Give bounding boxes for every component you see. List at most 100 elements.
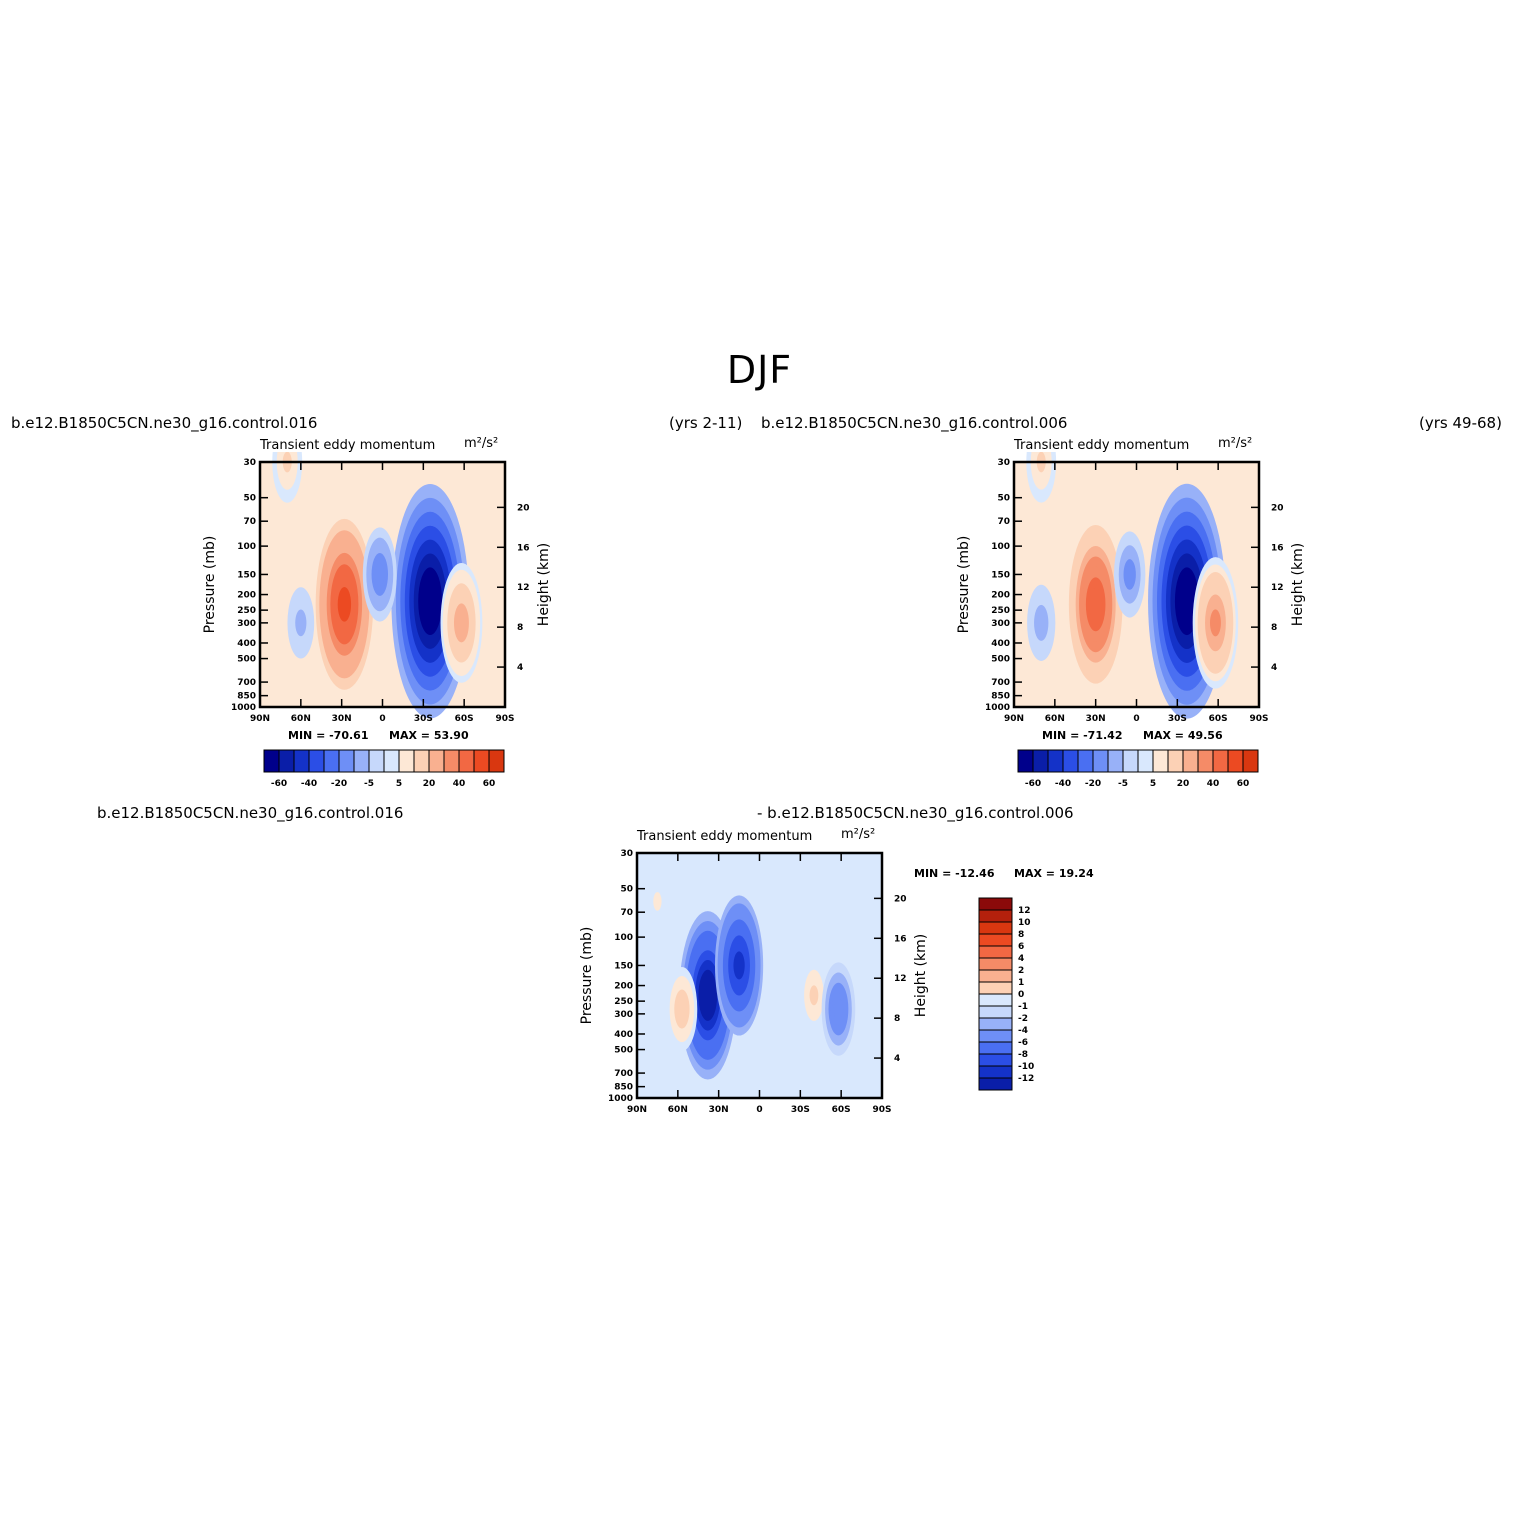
y-right-tick-label: 8 [1271,623,1277,633]
colorbar-swatch [473,749,490,773]
diff-plot-title: Transient eddy momentum [637,829,813,844]
y-tick-label: 200 [237,591,256,601]
colorbar-label: 20 [1177,779,1190,789]
diff-contour-plot: 90N 60N 30N 0 30S 60S 90S 30 50 70 100 150 200 250 300… [579,849,929,1115]
colorbar-swatch [978,1053,1013,1067]
y-axis-label: Pressure (mb) [956,536,972,634]
colorbar-label: -60 [1025,779,1041,789]
colorbar-label: -20 [331,779,347,789]
colorbar-label: -6 [1018,1038,1028,1048]
y-right-tick-label: 16 [1271,543,1284,553]
x-tick-label: 90N [250,714,270,724]
x-tick-label: 60N [668,1105,688,1115]
y-right-tick-label: 12 [517,583,530,593]
colorbar-label: 60 [483,779,496,789]
x-tick-label: 30N [332,714,352,724]
colorbar-swatch [978,1041,1013,1055]
colorbar-swatch [1017,749,1034,773]
y-tick-label: 70 [620,908,633,918]
contour-band [1089,587,1103,621]
right-plot-title: Transient eddy momentum [1014,438,1190,453]
y-tick-label: 150 [237,570,256,580]
y-tick-label: 100 [237,542,256,552]
contour-band [1125,563,1135,586]
colorbar-swatch [978,957,1013,971]
y-right-tick-label: 8 [894,1014,900,1024]
contour-band [677,998,687,1020]
colorbar-swatch [428,749,445,773]
y-tick-label: 400 [614,1030,633,1040]
y-tick-label: 1000 [985,703,1010,713]
y-tick-label: 700 [614,1069,633,1079]
left-case-label: b.e12.B1850C5CN.ne30_g16.control.016 [11,414,318,432]
y-right-tick-label: 16 [894,934,907,944]
colorbar-label: -5 [364,779,374,789]
colorbar-label: 5 [1150,779,1156,789]
y-tick-label: 300 [991,619,1010,629]
colorbar-label: 20 [423,779,436,789]
x-tick-label: 30N [709,1105,729,1115]
colorbar-swatch [1062,749,1079,773]
y-axis-label: Pressure (mb) [202,536,218,634]
colorbar-label: 8 [1018,930,1024,940]
colorbar-label: -2 [1018,1014,1028,1024]
left-min-text: MIN = -70.61 [288,729,369,742]
y-tick-label: 200 [991,591,1010,601]
x-tick-label: 60N [1045,714,1065,724]
x-tick-label: 0 [1133,714,1139,724]
colorbar-swatch [978,1005,1013,1019]
colorbar-label: 2 [1018,966,1024,976]
colorbar-label: 40 [1207,779,1220,789]
left-max-text: MAX = 53.90 [389,729,469,742]
colorbar-swatch [353,749,370,773]
left-contour-plot: 90N 60N 30N 0 30S 60S 90S 30 50 70 100 150 200 250 300… [202,452,552,724]
colorbar-swatch [1152,749,1169,773]
x-tick-label: 60S [832,1105,851,1115]
x-tick-label: 90S [495,714,514,724]
left-colorbar: -60 -40 -20 -5 5 20 40 60 [263,749,505,789]
diff-case-b-label: - b.e12.B1850C5CN.ne30_g16.control.006 [757,804,1074,822]
colorbar-swatch [1167,749,1184,773]
diff-case-a-label: b.e12.B1850C5CN.ne30_g16.control.016 [97,804,404,822]
y-tick-label: 50 [997,494,1010,504]
colorbar-swatch [1047,749,1064,773]
right-min-text: MIN = -71.42 [1042,729,1123,742]
x-tick-label: 90N [1004,714,1024,724]
y-tick-label: 100 [991,542,1010,552]
y-tick-label: 150 [614,961,633,971]
x-tick-label: 90S [872,1105,891,1115]
colorbar-swatch [978,945,1013,959]
colorbar-label: -12 [1018,1074,1034,1084]
colorbar-swatch [413,749,430,773]
contour-band [1209,609,1221,637]
right-colorbar: -60 -40 -20 -5 5 20 40 60 [1017,749,1259,789]
contour-band [422,581,438,622]
contour-band [456,610,467,636]
colorbar-label: 4 [1018,954,1024,964]
y-tick-label: 30 [620,849,633,859]
y-right-tick-label: 16 [517,543,530,553]
y-right-axis-label: Height (km) [536,543,552,626]
colorbar-swatch [323,749,340,773]
colorbar-swatch [978,897,1013,911]
y-tick-label: 850 [991,692,1010,702]
diff-min-text: MIN = -12.46 [914,867,995,880]
colorbar-swatch [978,1029,1013,1043]
x-tick-label: 30N [1086,714,1106,724]
contour-band [375,563,385,586]
x-tick-label: 60S [1209,714,1228,724]
colorbar-label: 10 [1018,918,1031,928]
y-tick-label: 70 [997,517,1010,527]
y-tick-label: 200 [614,982,633,992]
colorbar-swatch [978,993,1013,1007]
colorbar-swatch [978,981,1013,995]
colorbar-swatch [978,1065,1013,1079]
y-tick-label: 50 [243,494,256,504]
colorbar-swatch [978,969,1013,983]
y-tick-label: 700 [991,678,1010,688]
y-tick-label: 300 [237,619,256,629]
y-tick-label: 400 [237,639,256,649]
colorbar-swatch [1137,749,1154,773]
right-max-text: MAX = 49.56 [1143,729,1223,742]
x-tick-label: 30S [791,1105,810,1115]
